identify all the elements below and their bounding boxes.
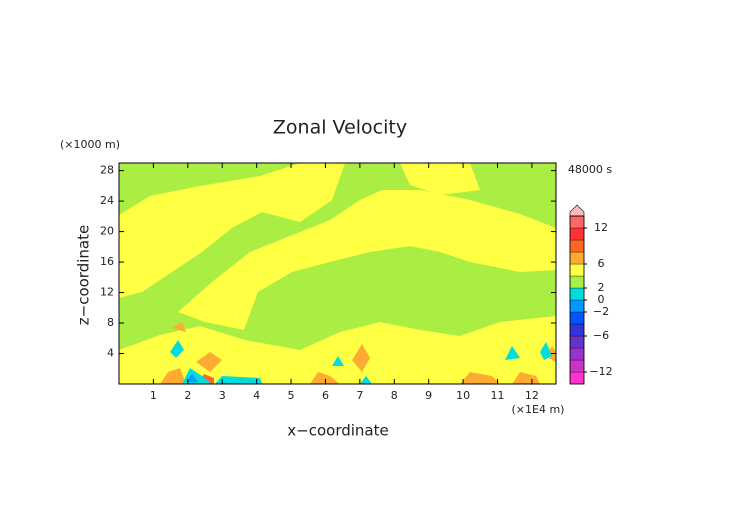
colorbar-bin — [569, 263, 585, 277]
contour-region — [460, 372, 500, 384]
x-axis-label: x−coordinate — [287, 422, 388, 440]
contour-region — [172, 322, 186, 332]
y-axis-label: z−coordinate — [75, 225, 93, 325]
contour-region — [505, 346, 520, 360]
contour-region — [540, 342, 552, 360]
x-tick-label: 5 — [288, 389, 295, 402]
colorbar-tick-label: −12 — [589, 365, 612, 378]
x-tick-label: 11 — [491, 389, 505, 402]
chart-title: Zonal Velocity — [273, 117, 407, 139]
time-label: 48000 s — [568, 163, 612, 176]
y-unit: (×1000 m) — [60, 138, 120, 151]
contour-region — [360, 376, 372, 384]
y-tick-label: 8 — [107, 316, 114, 329]
colorbar-bin — [569, 215, 585, 229]
colorbar-tick-label: −2 — [593, 305, 609, 318]
contour-region — [119, 316, 556, 384]
x-tick-label: 1 — [150, 389, 157, 402]
contour-region — [186, 374, 198, 382]
contour-region — [400, 163, 480, 195]
contour-region — [352, 344, 370, 372]
colorbar-tick-label: 12 — [594, 221, 608, 234]
colorbar-tick-label: 0 — [598, 293, 605, 306]
y-tick-label: 16 — [100, 255, 114, 268]
x-tick-label: 4 — [253, 389, 260, 402]
colorbar-bin — [569, 311, 585, 325]
y-tick-label: 20 — [100, 225, 114, 238]
x-tick-label: 7 — [356, 389, 363, 402]
colorbar-bin — [569, 287, 585, 301]
x-tick-label: 3 — [219, 389, 226, 402]
colorbar-tick-label: −6 — [593, 329, 609, 342]
y-tick-label: 24 — [100, 194, 114, 207]
x-tick-label: 10 — [456, 389, 470, 402]
colorbar-bin — [569, 323, 585, 337]
x-tick-label: 8 — [391, 389, 398, 402]
x-tick-label: 2 — [184, 389, 191, 402]
colorbar-tick-label: 2 — [598, 281, 605, 294]
y-tick-label: 28 — [100, 164, 114, 177]
contour-region — [332, 356, 344, 366]
colorbar-bin — [569, 347, 585, 361]
contour-field — [119, 163, 556, 384]
colorbar-bin — [569, 299, 585, 313]
y-tick-label: 12 — [100, 286, 114, 299]
x-unit: (×1E4 m) — [512, 403, 565, 416]
colorbar-bin — [569, 371, 585, 385]
contour-region — [178, 190, 556, 330]
contour-region — [215, 376, 262, 384]
colorbar-bin — [569, 227, 585, 241]
contour-region — [170, 340, 184, 358]
colorbar-bin — [569, 275, 585, 289]
x-tick-label: 12 — [525, 389, 539, 402]
contour-region — [119, 163, 345, 298]
plot-frame — [118, 162, 557, 385]
contour-region — [196, 352, 222, 372]
x-tick-label: 6 — [322, 389, 329, 402]
colorbar-bin — [569, 251, 585, 265]
y-tick-label: 4 — [107, 347, 114, 360]
contour-region — [160, 368, 186, 384]
x-tick-label: 9 — [425, 389, 432, 402]
colorbar-tick-label: 6 — [598, 257, 605, 270]
colorbar-bin — [569, 335, 585, 349]
contour-region — [512, 372, 540, 384]
colorbar-over — [569, 204, 585, 217]
contour-region — [310, 372, 340, 384]
colorbar-bin — [569, 239, 585, 253]
colorbar-bin — [569, 359, 585, 373]
